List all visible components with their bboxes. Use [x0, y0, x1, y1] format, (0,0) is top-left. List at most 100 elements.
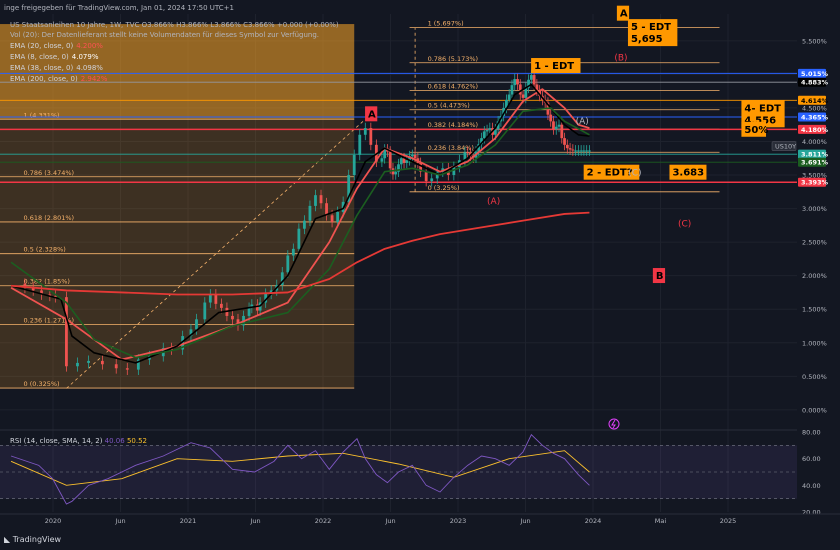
- candle-body: [308, 205, 312, 221]
- candle-body: [48, 294, 52, 296]
- annotation-label: 1 - EDT: [534, 61, 574, 72]
- ema-line-2: [10, 107, 590, 359]
- annotation-label: A: [368, 109, 376, 120]
- y-tick-label: 1.000%: [802, 339, 827, 347]
- price-tag: [798, 124, 826, 134]
- symbol-legend[interactable]: US Staatsanleihen 10 Jahre, 1W, TVC O3.8…: [10, 21, 339, 29]
- x-tick-label: 2023: [450, 517, 467, 525]
- candle-body: [563, 138, 566, 145]
- ema200-value: 2.942%: [80, 75, 108, 83]
- candle-body: [189, 329, 193, 337]
- candle-body: [532, 75, 536, 85]
- price-tag: [798, 149, 826, 159]
- candle-body: [125, 368, 129, 370]
- x-tick-label: 2024: [585, 517, 602, 525]
- candle-body: [280, 272, 284, 286]
- rsi-legend[interactable]: RSI (14, close, SMA, 14, 2) 40.06 50.52: [10, 437, 147, 445]
- y-tick-label: 5.500%: [802, 37, 827, 45]
- candle-body: [560, 124, 564, 139]
- candle-body: [408, 156, 411, 161]
- ema38-legend[interactable]: EMA (38, close, 0) 4.098%: [10, 64, 103, 72]
- x-tick-label: 2021: [180, 517, 197, 525]
- candle-body: [582, 150, 586, 152]
- candle-body: [513, 79, 517, 86]
- candle-body: [402, 158, 406, 163]
- candle-body: [410, 154, 414, 157]
- annotation-label: 5,695: [631, 34, 663, 45]
- candle-body: [568, 148, 572, 150]
- price-tag: [798, 177, 826, 187]
- x-tick-label: 2020: [45, 517, 62, 525]
- candle-body: [419, 162, 423, 172]
- price-tag: [798, 77, 826, 87]
- candle-body: [571, 149, 575, 151]
- price-tag-label: 4.180%: [801, 126, 829, 134]
- ema8-legend[interactable]: EMA (8, close, 0) 4.079%: [10, 53, 98, 61]
- candle-body: [358, 134, 362, 155]
- candle-body: [405, 160, 409, 163]
- annotation-label: (A): [487, 197, 500, 207]
- fib-level-label: 0.786 (3.474%): [24, 169, 75, 177]
- candle-body: [535, 84, 539, 91]
- candle-body: [552, 121, 555, 130]
- y-tick-label: 0.500%: [802, 373, 827, 381]
- price-tag-label: 3.811%: [801, 151, 829, 159]
- candle-body: [505, 99, 508, 108]
- annotation-label: (A): [576, 117, 589, 127]
- price-tag-label: 3.393%: [801, 179, 829, 187]
- candle-body: [518, 84, 522, 95]
- fib-level-label: 0.5 (2.328%): [24, 246, 66, 254]
- y-tick-label: 4.000%: [802, 138, 827, 146]
- ema38-value: 4.098%: [76, 64, 103, 72]
- ema-line-0: [10, 88, 590, 361]
- annotation-label: 50%: [744, 125, 768, 136]
- x-tick-label: 2025: [720, 517, 737, 525]
- annotation-box: [531, 58, 581, 74]
- annotation-label: 3.683: [672, 168, 704, 179]
- candle-body: [181, 336, 185, 350]
- candle-body: [565, 144, 569, 149]
- tradingview-logo[interactable]: ◣ TradingView: [4, 535, 61, 544]
- candle-body: [524, 87, 528, 98]
- candle-body: [477, 144, 481, 152]
- fib-level-label: 0.618 (2.801%): [24, 214, 75, 222]
- price-tag: [798, 112, 826, 122]
- candle-body: [65, 297, 68, 367]
- fib-level-label: 1 (4.331%): [24, 111, 60, 119]
- volume-legend[interactable]: Vol (20): Der Datenlieferant stellt kein…: [10, 31, 320, 39]
- candle-body: [31, 287, 35, 291]
- candle-body: [286, 255, 290, 273]
- candle-body: [114, 364, 118, 369]
- candle-body: [493, 129, 497, 135]
- candle-body: [219, 303, 223, 308]
- candle-body: [291, 248, 295, 256]
- ema20-legend[interactable]: EMA (20, close, 0) 4.200%: [10, 42, 103, 50]
- annotation-label: (C): [678, 220, 691, 230]
- annotation-label: 2 - EDT?: [587, 168, 633, 179]
- fib-level-label: 1 (5.697%): [428, 20, 464, 28]
- lightning-icon: [608, 418, 620, 430]
- ema200-legend[interactable]: EMA (200, close, 0) 2.942%: [10, 75, 107, 83]
- rsi-line: [10, 433, 590, 505]
- price-tag-label: 4.614%: [801, 97, 829, 105]
- rsi-tick-label: 20.00: [802, 509, 821, 517]
- candle-body: [352, 154, 356, 176]
- footer-brand: TradingView: [12, 535, 62, 544]
- candle-body: [521, 94, 525, 98]
- x-tick-label: Jun: [384, 517, 395, 525]
- candle-body: [502, 107, 506, 116]
- y-tick-label: 2.500%: [802, 239, 827, 247]
- price-tag-label: 5.015%: [801, 70, 829, 78]
- ema-line-3: [10, 211, 590, 296]
- price-tag: [798, 95, 826, 105]
- candle-body: [482, 131, 486, 139]
- candle-body: [554, 126, 558, 130]
- y-tick-label: 1.500%: [802, 306, 827, 314]
- annotation-label: 4- EDT: [744, 103, 781, 114]
- price-tag: [798, 68, 826, 78]
- candle-body: [231, 315, 234, 320]
- candle-body: [576, 150, 580, 152]
- y-tick-label: 2.000%: [802, 272, 827, 280]
- candle-body: [380, 158, 384, 162]
